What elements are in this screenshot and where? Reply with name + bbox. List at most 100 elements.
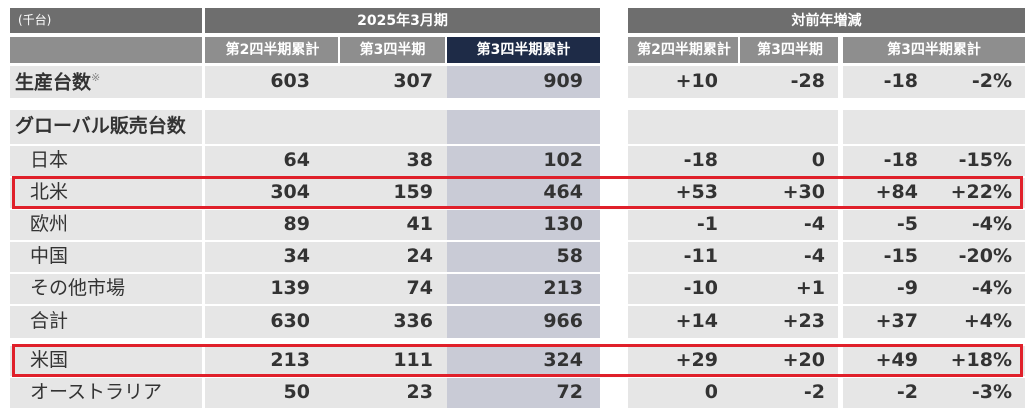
cell-value: -15	[883, 245, 918, 267]
cell-value: -11	[683, 245, 718, 267]
row-cell	[843, 274, 1025, 304]
highlight-box	[12, 176, 1023, 209]
cell-value: 159	[393, 181, 433, 203]
row-cell	[843, 178, 1025, 208]
header-cell	[843, 37, 1025, 63]
cell-value: 38	[406, 149, 433, 171]
note-mark: ※	[91, 71, 101, 84]
cell-value: +84	[875, 181, 918, 203]
cell-value: 111	[393, 349, 433, 371]
row-cell	[628, 306, 838, 338]
cell-value: -15%	[958, 149, 1012, 171]
row-cell	[628, 242, 838, 272]
row-cell	[205, 378, 447, 408]
header-cell	[340, 37, 445, 63]
row-label: 日本	[30, 149, 69, 171]
row-cell	[447, 110, 600, 144]
cell-value: +49	[875, 349, 918, 371]
cell-value: 464	[543, 181, 583, 203]
header-cell	[10, 37, 202, 63]
cell-value: 603	[270, 70, 310, 92]
row-label: グローバル販売台数	[15, 115, 186, 137]
row-cell	[628, 346, 838, 376]
row-cell	[843, 346, 1025, 376]
row-label: その他市場	[30, 277, 126, 299]
cell-value: -2%	[971, 70, 1012, 92]
row-label: 欧州	[30, 213, 69, 235]
row-cell	[628, 110, 838, 144]
cell-value: -4	[803, 245, 825, 267]
row-cell	[447, 178, 600, 208]
cell-value: +23	[782, 310, 825, 332]
cell-value: 0	[811, 149, 825, 171]
row-label: 北米	[30, 181, 69, 203]
cell-value: 50	[283, 381, 310, 403]
cell-value: +53	[675, 181, 718, 203]
cell-value: 23	[406, 381, 433, 403]
row-cell	[447, 242, 600, 272]
row-cell	[628, 378, 838, 408]
row-cell	[447, 146, 600, 176]
cell-value: +4%	[963, 310, 1012, 332]
cell-value: 74	[406, 277, 433, 299]
column-header: 第2四半期累計	[637, 42, 731, 58]
cell-value: 102	[543, 149, 583, 171]
cell-value: +18%	[950, 349, 1012, 371]
row-cell	[10, 346, 202, 376]
row-cell	[628, 66, 838, 98]
cell-value: 966	[543, 310, 583, 332]
cell-value: -1	[696, 213, 718, 235]
row-cell	[205, 242, 447, 272]
header-cell	[740, 37, 838, 63]
header-cell	[447, 37, 600, 63]
cell-value: 89	[283, 213, 310, 235]
cell-value: -2	[896, 381, 918, 403]
cell-value: +20	[782, 349, 825, 371]
cell-value: -2	[803, 381, 825, 403]
column-header: 第3四半期	[757, 42, 823, 58]
cell-value: 324	[543, 349, 583, 371]
cell-value: -18	[883, 70, 918, 92]
row-cell	[843, 210, 1025, 240]
cell-value: 213	[543, 277, 583, 299]
cell-value: -10	[683, 277, 718, 299]
cell-value: 304	[270, 181, 310, 203]
cell-value: -4	[803, 213, 825, 235]
cell-value: 72	[556, 381, 583, 403]
row-cell	[205, 274, 447, 304]
row-cell	[628, 274, 838, 304]
row-label: オーストラリア	[30, 381, 163, 403]
cell-value: +29	[675, 349, 718, 371]
cell-value: 139	[270, 277, 310, 299]
cell-value: 909	[543, 70, 583, 92]
row-cell	[10, 242, 202, 272]
row-label: 中国	[30, 245, 69, 267]
cell-value: 41	[406, 213, 433, 235]
cell-value: 130	[543, 213, 583, 235]
row-cell	[10, 306, 202, 338]
cell-value: +1	[795, 277, 825, 299]
header-cell	[205, 37, 338, 63]
cell-value: 213	[270, 349, 310, 371]
row-cell	[628, 146, 838, 176]
cell-value: 630	[270, 310, 310, 332]
change-header: 対前年増減	[791, 12, 862, 29]
row-label: 合計	[30, 310, 69, 332]
cell-value: +22%	[950, 181, 1012, 203]
row-cell	[843, 146, 1025, 176]
cell-value: -18	[883, 149, 918, 171]
column-header: 第3四半期累計	[887, 42, 981, 58]
row-label: 生産台数※	[15, 71, 101, 94]
cell-value: -20%	[958, 245, 1012, 267]
header-cell	[628, 8, 1025, 33]
row-cell	[447, 210, 600, 240]
row-cell	[10, 210, 202, 240]
row-cell	[447, 66, 600, 98]
row-cell	[205, 306, 447, 338]
unit-label: (千台)	[18, 13, 52, 27]
cell-value: 307	[393, 70, 433, 92]
row-cell	[205, 110, 447, 144]
cell-value: +37	[875, 310, 918, 332]
row-cell	[843, 242, 1025, 272]
